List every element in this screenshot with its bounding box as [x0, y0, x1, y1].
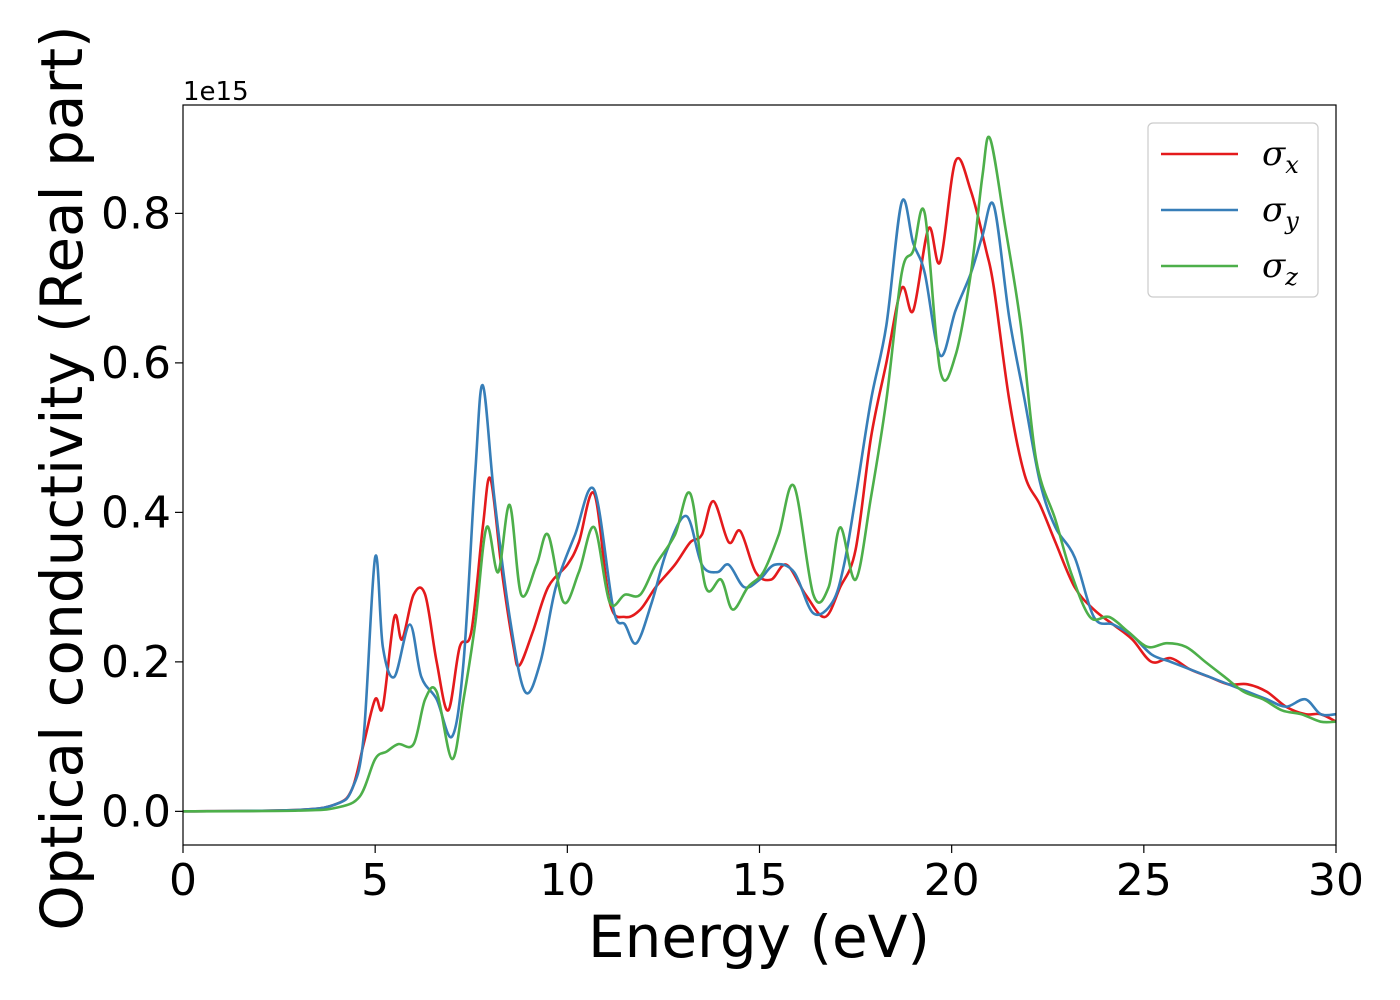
plot-frame	[182, 104, 1337, 846]
x-tick-label: 5	[361, 855, 389, 906]
y-axis-title-group: Optical conductivity (Real part)	[28, 25, 96, 930]
y-offset-label: 1e15	[183, 77, 249, 107]
x-tick-label: 15	[732, 855, 788, 906]
legend-label-sigma-x: σx	[1262, 134, 1299, 179]
y-tick-label: 0.6	[101, 338, 171, 389]
legend-subscript: z	[1284, 263, 1298, 291]
legend-subscript: x	[1285, 151, 1299, 179]
ticks-layer: 0 5 10 15 20 25 30 0.0 0.2 0.4 0.6 0.8	[101, 188, 1364, 906]
series-line-sigma-y	[183, 198, 1336, 813]
legend-subscript: y	[1284, 207, 1299, 235]
x-axis-title: Energy (eV)	[588, 903, 930, 971]
x-tick-label: 0	[169, 855, 197, 906]
y-tick-label: 0.2	[101, 637, 171, 688]
x-tick-label: 20	[924, 855, 980, 906]
x-tick-label: 30	[1308, 855, 1364, 906]
y-tick-label: 0.0	[101, 786, 171, 837]
series-layer	[183, 135, 1336, 813]
y-axis-title: Optical conductivity (Real part)	[28, 25, 96, 930]
series-line-sigma-z	[183, 135, 1336, 813]
series-line-sigma-x	[183, 157, 1336, 813]
y-tick-label: 0.4	[101, 487, 171, 538]
x-tick-label: 25	[1116, 855, 1172, 906]
y-tick-label: 0.8	[101, 188, 171, 239]
x-tick-label: 10	[539, 855, 595, 906]
